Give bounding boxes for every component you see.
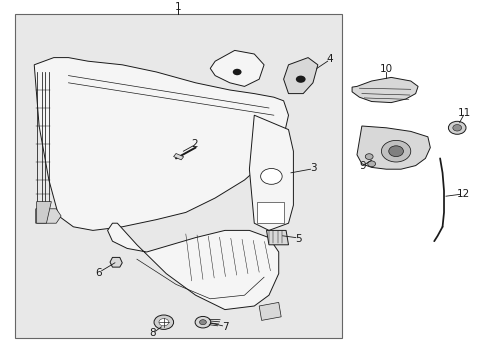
Polygon shape: [283, 58, 317, 94]
Circle shape: [365, 154, 372, 159]
Circle shape: [199, 320, 206, 325]
Bar: [256, 202, 283, 223]
Text: 1: 1: [175, 2, 182, 12]
Circle shape: [452, 125, 461, 131]
Polygon shape: [37, 202, 51, 223]
Polygon shape: [351, 77, 417, 103]
Text: 7: 7: [222, 322, 229, 332]
Circle shape: [159, 319, 168, 326]
Polygon shape: [110, 257, 122, 267]
Text: 12: 12: [455, 189, 469, 199]
Circle shape: [232, 69, 241, 75]
Polygon shape: [266, 230, 288, 245]
Polygon shape: [107, 223, 278, 310]
Polygon shape: [356, 126, 429, 169]
Polygon shape: [249, 115, 293, 230]
Circle shape: [447, 121, 465, 134]
Text: 4: 4: [326, 54, 333, 64]
Text: 3: 3: [310, 163, 317, 174]
Bar: [173, 153, 183, 160]
Circle shape: [381, 140, 410, 162]
Text: 6: 6: [95, 267, 102, 278]
Text: 8: 8: [149, 328, 156, 338]
Polygon shape: [36, 209, 61, 223]
Text: 2: 2: [191, 139, 198, 149]
Text: 5: 5: [295, 234, 302, 244]
Circle shape: [195, 316, 210, 328]
Polygon shape: [259, 302, 281, 320]
Circle shape: [388, 146, 403, 157]
Bar: [15, 14, 342, 338]
Circle shape: [367, 161, 375, 167]
Text: 11: 11: [457, 108, 470, 118]
Polygon shape: [210, 50, 264, 86]
Circle shape: [295, 76, 305, 83]
Circle shape: [260, 168, 282, 184]
Polygon shape: [34, 58, 288, 230]
Text: 10: 10: [379, 64, 392, 74]
Circle shape: [154, 315, 173, 329]
Text: 9: 9: [359, 161, 366, 171]
